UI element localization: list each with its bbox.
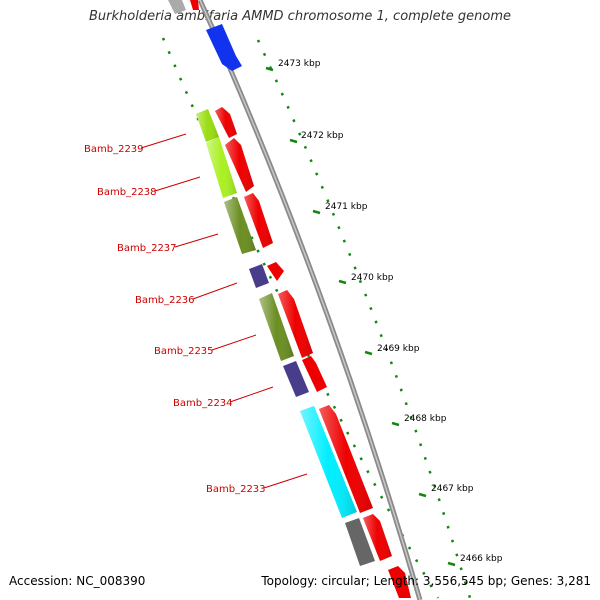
major-tick <box>289 138 298 144</box>
gene-label: Bamb_2236 <box>135 295 195 306</box>
leader-line <box>154 176 201 192</box>
major-tick <box>418 492 427 498</box>
cds-arrow <box>302 356 327 392</box>
major-tick <box>265 66 274 72</box>
leader-line <box>229 386 274 403</box>
blue-feature <box>206 24 242 71</box>
major-ticks <box>265 66 456 567</box>
tick-label: 2469 kbp <box>377 344 420 354</box>
major-tick <box>364 350 373 356</box>
gene-label: Bamb_2234 <box>173 398 233 409</box>
gene-label: Bamb_2239 <box>84 144 144 155</box>
leader-line <box>211 334 257 351</box>
leader-line <box>140 133 187 149</box>
tick-label: 2473 kbp <box>278 59 321 69</box>
major-tick <box>447 561 456 567</box>
gene-label: Bamb_2237 <box>117 243 177 254</box>
gray-gene-block <box>345 518 375 566</box>
gene-label: Bamb_2235 <box>154 346 214 357</box>
tick-label: 2466 kbp <box>460 554 503 564</box>
topology-summary-text: Topology: circular; Length: 3,556,545 bp… <box>261 574 591 588</box>
cds-arrow <box>267 262 284 281</box>
outer-dotted-ring <box>256 39 472 599</box>
tick-labels: 2473 kbp 2472 kbp 2471 kbp 2470 kbp 2469… <box>278 59 503 564</box>
tick-label: 2472 kbp <box>301 131 344 141</box>
red-partial-feature <box>190 0 199 10</box>
backbone-line <box>197 0 423 600</box>
leader-line <box>192 282 238 300</box>
gray-partial-feature <box>168 0 186 14</box>
map-title: Burkholderia ambifaria AMMD chromosome 1… <box>88 9 512 24</box>
leader-line <box>174 233 219 248</box>
label-leaders <box>140 133 308 489</box>
gene-block-bamb-2236 <box>249 264 269 288</box>
gene-label: Bamb_2238 <box>97 187 157 198</box>
tick-label: 2470 kbp <box>351 273 394 283</box>
accession-text: Accession: NC_008390 <box>9 574 146 588</box>
gene-label: Bamb_2233 <box>206 484 266 495</box>
major-tick <box>312 209 321 215</box>
cds-arrow <box>388 566 411 598</box>
tick-label: 2468 kbp <box>404 414 447 424</box>
major-tick <box>391 421 400 427</box>
gene-block-bamb-2234 <box>283 361 309 397</box>
gene-labels: Bamb_2239 Bamb_2238 Bamb_2237 Bamb_2236 … <box>84 144 266 495</box>
tick-label: 2467 kbp <box>431 484 474 494</box>
major-tick <box>338 279 347 285</box>
leader-line <box>263 473 308 489</box>
tick-label: 2471 kbp <box>325 202 368 212</box>
